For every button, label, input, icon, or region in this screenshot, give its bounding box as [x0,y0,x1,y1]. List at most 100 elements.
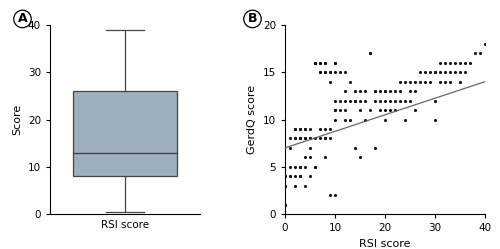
Point [291,165,299,169]
Point [356,155,364,159]
Point [306,136,314,140]
Point [321,70,329,74]
Point [356,89,364,93]
Point [331,108,339,112]
Point [321,136,329,140]
Point [281,203,289,207]
Point [341,89,349,93]
Point [331,61,339,65]
Point [441,70,449,74]
Point [341,99,349,103]
Point [301,127,309,131]
Point [296,165,304,169]
Point [296,127,304,131]
Point [301,184,309,188]
Point [326,127,334,131]
Point [361,118,369,122]
Point [286,146,294,150]
Point [326,193,334,197]
Point [346,99,354,103]
Point [451,70,459,74]
Point [301,136,309,140]
Point [326,80,334,84]
Point [411,89,419,93]
Point [471,51,479,55]
Point [311,165,319,169]
Point [331,70,339,74]
Point [316,61,324,65]
Point [361,99,369,103]
Point [286,174,294,178]
Point [381,108,389,112]
Point [406,89,414,93]
Point [281,174,289,178]
Point [346,80,354,84]
Point [386,108,394,112]
Point [371,89,379,93]
Point [311,165,319,169]
Point [431,118,439,122]
Point [311,136,319,140]
Point [296,136,304,140]
Point [296,174,304,178]
Point [351,89,359,93]
Point [381,99,389,103]
Point [371,146,379,150]
Point [406,80,414,84]
Point [321,136,329,140]
Point [466,61,474,65]
Text: B: B [248,12,257,25]
Point [311,61,319,65]
Point [361,89,369,93]
Point [366,51,374,55]
Point [321,155,329,159]
Point [386,99,394,103]
Point [431,70,439,74]
Point [366,108,374,112]
Point [401,80,409,84]
Point [301,165,309,169]
Point [326,70,334,74]
Point [281,184,289,188]
Point [306,155,314,159]
Point [321,61,329,65]
Point [286,136,294,140]
Point [366,51,374,55]
Point [461,61,469,65]
Point [311,61,319,65]
Point [381,89,389,93]
Point [296,136,304,140]
Point [421,80,429,84]
Point [371,99,379,103]
Point [291,184,299,188]
Point [326,70,334,74]
Point [296,127,304,131]
Point [396,80,404,84]
Point [311,61,319,65]
Point [456,70,464,74]
Point [316,127,324,131]
Point [336,99,344,103]
Point [476,51,484,55]
Point [396,99,404,103]
Point [306,174,314,178]
Point [436,80,444,84]
Point [426,70,434,74]
Point [291,174,299,178]
Point [381,118,389,122]
Point [311,61,319,65]
Point [306,146,314,150]
FancyBboxPatch shape [74,91,176,176]
Point [346,118,354,122]
Point [401,118,409,122]
Point [376,89,384,93]
Point [431,99,439,103]
Point [336,108,344,112]
Point [296,136,304,140]
Point [441,80,449,84]
Point [351,99,359,103]
Point [286,165,294,169]
Point [351,99,359,103]
Point [286,174,294,178]
Point [431,70,439,74]
